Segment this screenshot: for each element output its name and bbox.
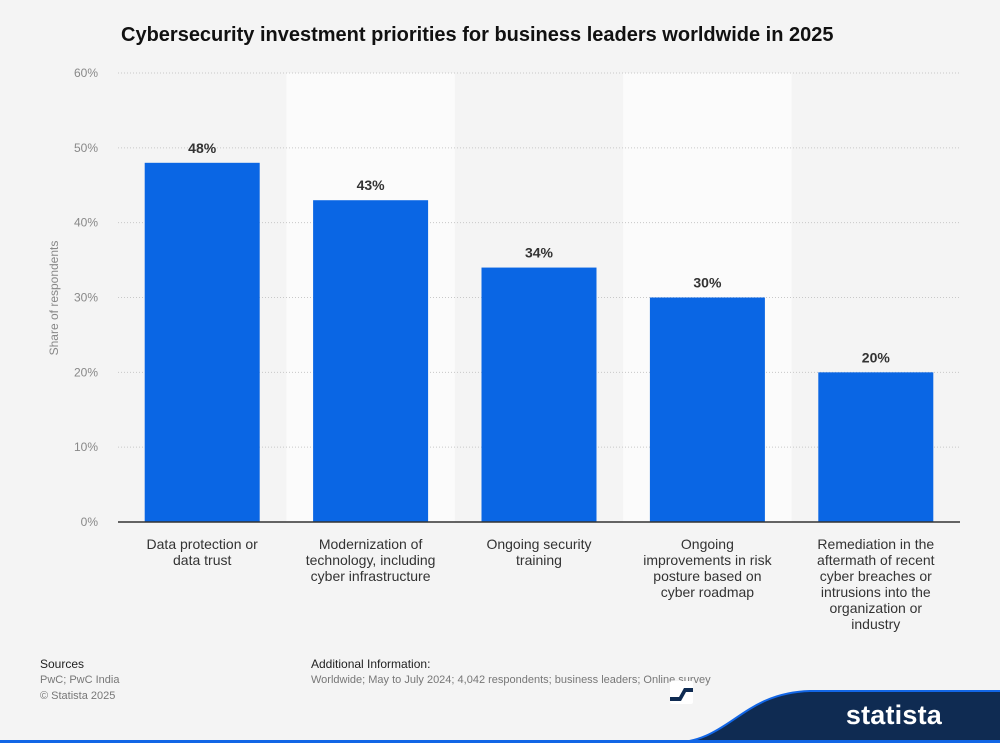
category-label-line: Ongoing security (486, 536, 592, 552)
x-category-label: Data protection or data trust (127, 536, 277, 568)
bar[interactable] (481, 267, 597, 522)
statista-logo[interactable]: statista (670, 681, 1000, 743)
category-label-line: Ongoing (680, 536, 734, 552)
bar[interactable] (649, 297, 765, 523)
bar[interactable] (144, 162, 260, 523)
statista-wordmark: statista (845, 700, 942, 730)
chart-title: Cybersecurity investment priorities for … (121, 24, 834, 46)
x-category-label: Remediation in the aftermath of recent cyb… (801, 536, 951, 632)
copyright-text: © Statista 2025 (40, 690, 116, 702)
category-label-line: organization or (829, 600, 923, 616)
category-label-line: cyber roadmap (660, 584, 755, 600)
bar-value-label: 43% (357, 177, 386, 193)
category-label-line: Modernization of (318, 536, 423, 552)
category-label-line: improvements in risk (643, 552, 772, 568)
bar-chart: 0% 10% 20% 30% 40% 50% 60% 48% 43% 34% 30% 20% (74, 66, 960, 529)
category-label-line: posture based on (653, 568, 762, 584)
y-axis-title: Share of respondents (47, 240, 61, 356)
x-category-label: Ongoing security training (464, 536, 614, 568)
bar-value-label: 20% (862, 349, 891, 365)
bottom-accent-line (0, 740, 1000, 743)
bar[interactable] (313, 200, 429, 522)
sources-block: Sources PwC; PwC India © Statista 2025 (40, 656, 119, 704)
y-tick-label: 0% (81, 515, 99, 529)
category-label-line: intrusions into the (820, 584, 931, 600)
category-label-line: technology, including (305, 552, 436, 568)
bar-value-label: 30% (693, 275, 722, 291)
additional-info-heading: Additional Information: (311, 657, 431, 671)
additional-info-text: Worldwide; May to July 2024; 4,042 respo… (311, 674, 711, 686)
bar-value-label: 48% (188, 140, 217, 156)
sources-text[interactable]: PwC; PwC India (40, 674, 120, 686)
y-tick-label: 10% (74, 440, 98, 454)
y-tick-label: 20% (74, 365, 98, 379)
category-label-line: cyber infrastructure (310, 568, 431, 584)
y-tick-label: 30% (74, 291, 98, 305)
category-label-line: training (516, 552, 562, 568)
bar[interactable] (818, 372, 934, 522)
category-label-line: aftermath of recent (817, 552, 935, 568)
category-label-line: Data protection or (146, 536, 258, 552)
category-label-line: data trust (173, 552, 232, 568)
statista-mark-icon (670, 681, 693, 704)
x-category-label: Modernization of technology, including cyb… (296, 536, 446, 584)
y-tick-label: 60% (74, 66, 98, 80)
category-label-line: industry (851, 616, 901, 632)
category-label-line: cyber breaches or (819, 568, 932, 584)
y-tick-label: 40% (74, 216, 98, 230)
bar-value-label: 34% (525, 245, 554, 261)
sources-heading: Sources (40, 657, 85, 671)
additional-info-block: Additional Information: Worldwide; May t… (311, 656, 731, 688)
y-tick-label: 50% (74, 141, 98, 155)
logo-background (670, 690, 1000, 743)
category-label-line: Remediation in the (817, 536, 935, 552)
x-category-label: Ongoing improvements in risk posture based… (632, 536, 782, 600)
